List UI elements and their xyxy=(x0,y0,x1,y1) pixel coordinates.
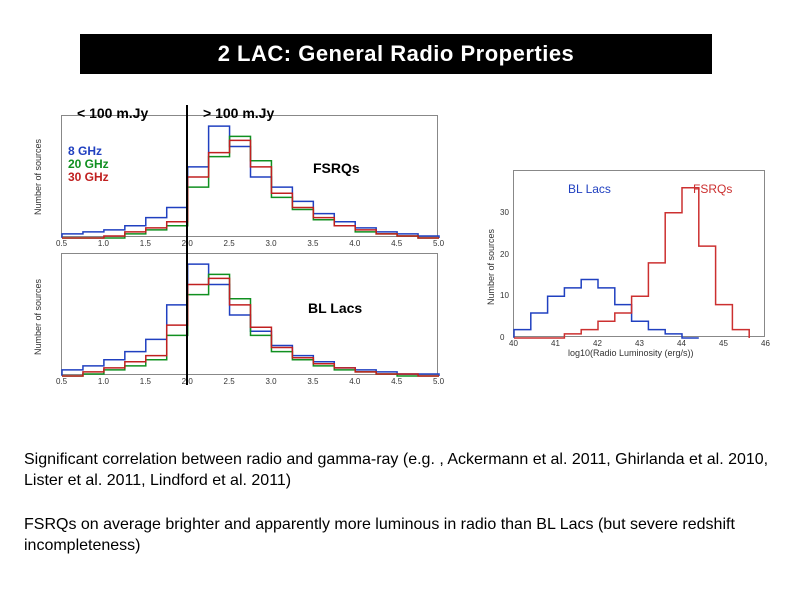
ann-fsrqs-right: FSRQs xyxy=(693,182,732,196)
xlabel-right: log10(Radio Luminosity (erg/s)) xyxy=(568,348,694,358)
title-text: 2 LAC: General Radio Properties xyxy=(218,41,575,67)
title-band: 2 LAC: General Radio Properties xyxy=(80,34,712,74)
legend-item: 30 GHz xyxy=(68,171,109,184)
threshold-vline xyxy=(186,105,188,385)
left-bottom-chart: 0.51.01.52.02.53.03.54.04.55.0 xyxy=(61,253,438,375)
left-panel: 0.51.01.52.02.53.03.54.04.55.0 0.51.01.5… xyxy=(23,105,448,385)
body-paragraph-2: FSRQs on average brighter and apparently… xyxy=(24,515,774,557)
ann-bllacs-right: BL Lacs xyxy=(568,182,611,196)
freq-legend: 8 GHz20 GHz30 GHz xyxy=(68,145,109,185)
body-paragraph-1: Significant correlation between radio an… xyxy=(24,450,774,492)
ann-lt100: < 100 m.Jy xyxy=(77,105,148,121)
ylabel-bot: Number of sources xyxy=(33,279,43,355)
slide-root: 2 LAC: General Radio Properties 0.51.01.… xyxy=(0,0,794,595)
right-panel: 404142434445460102030 Number of sources … xyxy=(478,170,768,365)
ann-gt100: > 100 m.Jy xyxy=(203,105,274,121)
left-top-chart: 0.51.01.52.02.53.03.54.04.55.0 xyxy=(61,115,438,237)
ylabel-top: Number of sources xyxy=(33,139,43,215)
ann-bllacs-left: BL Lacs xyxy=(308,300,362,316)
ylabel-right: Number of sources xyxy=(486,229,496,305)
ann-fsrqs-left: FSRQs xyxy=(313,160,360,176)
